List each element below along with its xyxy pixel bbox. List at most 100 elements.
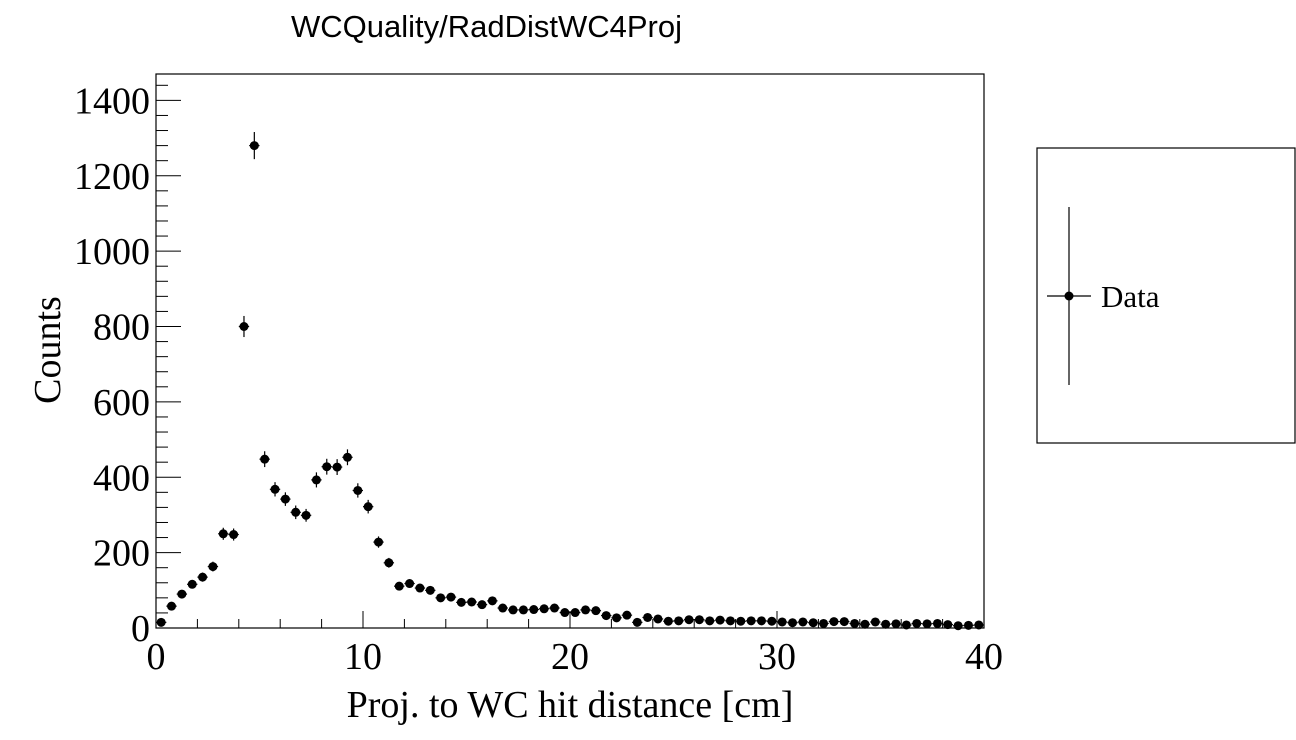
data-point bbox=[787, 618, 798, 628]
legend-marker bbox=[1064, 291, 1074, 301]
x-tick-label: 10 bbox=[344, 636, 382, 678]
data-point bbox=[156, 617, 167, 627]
y-tick-label: 400 bbox=[93, 457, 150, 499]
data-point bbox=[538, 604, 550, 614]
data-marker bbox=[239, 322, 249, 332]
data-marker bbox=[819, 618, 829, 628]
data-marker bbox=[529, 605, 539, 615]
data-marker bbox=[156, 617, 166, 627]
data-marker bbox=[374, 537, 384, 547]
data-point bbox=[373, 536, 384, 548]
data-marker bbox=[167, 601, 177, 611]
x-axis-ticks bbox=[155, 611, 985, 628]
data-marker bbox=[674, 616, 684, 626]
data-point bbox=[942, 620, 953, 630]
data-marker bbox=[694, 615, 704, 625]
data-point bbox=[911, 618, 922, 628]
data-point bbox=[549, 603, 560, 613]
data-marker bbox=[746, 616, 756, 626]
y-tick-label: 600 bbox=[93, 382, 150, 424]
x-axis-title: Proj. to WC hit distance [cm] bbox=[347, 684, 794, 726]
data-marker bbox=[932, 618, 942, 628]
data-point bbox=[839, 617, 850, 627]
data-marker bbox=[612, 613, 622, 623]
data-marker bbox=[560, 608, 570, 618]
data-point bbox=[249, 132, 260, 160]
data-marker bbox=[332, 462, 342, 472]
data-point bbox=[342, 449, 353, 466]
data-marker bbox=[653, 614, 663, 624]
data-marker bbox=[808, 618, 818, 628]
data-marker bbox=[715, 615, 725, 625]
data-point bbox=[632, 617, 643, 627]
data-marker bbox=[198, 572, 208, 582]
data-point bbox=[725, 616, 736, 626]
data-point bbox=[363, 499, 374, 514]
data-marker bbox=[280, 494, 290, 504]
data-point bbox=[590, 606, 602, 616]
data-marker bbox=[570, 608, 580, 618]
data-point bbox=[880, 619, 891, 629]
data-marker bbox=[394, 581, 404, 591]
data-marker bbox=[508, 605, 518, 615]
data-marker bbox=[456, 597, 466, 607]
data-point bbox=[228, 528, 239, 541]
data-marker bbox=[632, 617, 642, 627]
data-point bbox=[580, 605, 591, 615]
data-point bbox=[187, 579, 198, 589]
data-point bbox=[890, 619, 902, 629]
data-point bbox=[621, 610, 633, 620]
data-point bbox=[673, 616, 684, 626]
y-tick-label: 800 bbox=[93, 307, 150, 349]
data-point bbox=[176, 589, 188, 599]
data-marker bbox=[953, 621, 963, 631]
data-marker bbox=[218, 529, 228, 539]
data-marker bbox=[425, 585, 435, 595]
data-marker bbox=[249, 141, 259, 151]
data-point bbox=[207, 561, 219, 572]
data-marker bbox=[850, 618, 860, 628]
data-point bbox=[507, 605, 519, 615]
data-marker bbox=[436, 593, 446, 603]
data-marker bbox=[725, 616, 735, 626]
data-point bbox=[808, 618, 819, 628]
data-point bbox=[745, 616, 757, 626]
x-tick-label: 30 bbox=[758, 636, 796, 678]
data-point bbox=[394, 581, 405, 591]
data-point bbox=[311, 472, 322, 488]
data-marker bbox=[353, 485, 363, 495]
data-marker bbox=[477, 600, 487, 610]
data-marker bbox=[922, 619, 932, 629]
data-point bbox=[714, 615, 726, 625]
data-marker bbox=[446, 592, 456, 602]
data-marker bbox=[663, 616, 673, 626]
data-marker bbox=[518, 605, 528, 615]
data-marker bbox=[229, 530, 239, 540]
data-point bbox=[777, 617, 788, 627]
data-marker bbox=[270, 484, 280, 494]
data-point bbox=[828, 617, 840, 627]
data-point bbox=[238, 315, 250, 338]
data-point bbox=[445, 592, 457, 602]
data-marker bbox=[870, 617, 880, 627]
x-tick-label: 40 bbox=[965, 636, 1003, 678]
data-point bbox=[352, 483, 363, 498]
data-marker bbox=[860, 619, 870, 629]
data-marker bbox=[311, 475, 321, 485]
data-point bbox=[797, 617, 809, 627]
data-point bbox=[456, 597, 467, 607]
data-point bbox=[559, 608, 570, 618]
y-tick-label: 200 bbox=[93, 533, 150, 575]
data-marker bbox=[901, 620, 911, 630]
data-point bbox=[290, 505, 301, 520]
data-marker bbox=[622, 610, 632, 620]
plot-frame bbox=[155, 73, 985, 629]
y-tick-label: 1200 bbox=[74, 156, 150, 198]
data-point bbox=[518, 605, 529, 615]
data-marker bbox=[777, 617, 787, 627]
data-marker bbox=[788, 618, 798, 628]
data-marker bbox=[467, 597, 477, 607]
data-marker bbox=[963, 620, 973, 630]
data-marker bbox=[643, 612, 653, 622]
